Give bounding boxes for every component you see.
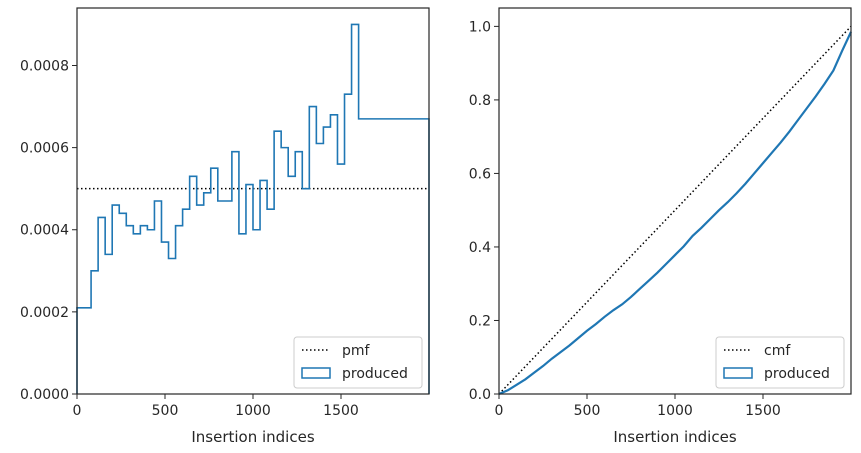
right-x-tick-label: 0 (495, 403, 504, 419)
left-y-tick-label: 0.0004 (20, 223, 69, 239)
right-y-tick-label: 0.4 (469, 240, 491, 256)
left-y-tick-label: 0.0006 (20, 141, 69, 157)
left-x-tick-label: 1500 (323, 403, 359, 419)
left-legend: pmf produced (293, 336, 423, 389)
right-legend: cmf produced (715, 336, 845, 389)
right-y-tick-label: 1.0 (469, 19, 491, 35)
left-legend-pmf-label: pmf (342, 343, 371, 359)
left-y-tick-label: 0.0002 (20, 305, 69, 321)
right-chart-marks (498, 25, 852, 396)
right-y-tick-label: 0.8 (469, 93, 491, 109)
right-x-tick-label: 500 (574, 403, 601, 419)
right-panel: 0 500 1000 1500 0.0 0.2 0.4 0.6 0.8 1.0 Insertion… (469, 7, 852, 446)
right-series-produced (498, 31, 852, 396)
left-y-tick-label: 0.0008 (20, 58, 69, 74)
left-chart-marks (76, 23, 430, 394)
left-axis-ticks: 0 500 1000 1500 0.0000 0.0002 0.0004 0.0006 0.00… (20, 58, 359, 419)
left-legend-produced-swatch (301, 367, 331, 379)
right-x-axis-label: Insertion indices (613, 428, 736, 446)
left-plot-frame (76, 7, 430, 395)
right-axis-ticks: 0 500 1000 1500 0.0 0.2 0.4 0.6 0.8 1.0 (469, 19, 781, 419)
left-x-axis-label: Insertion indices (191, 428, 314, 446)
left-x-tick-label: 500 (152, 403, 179, 419)
left-x-tick-label: 0 (73, 403, 82, 419)
right-plot-frame (498, 7, 852, 395)
right-y-tick-label: 0.6 (469, 166, 491, 182)
right-legend-produced-label: produced (764, 366, 830, 382)
left-panel: 0 500 1000 1500 0.0000 0.0002 0.0004 0.0006 0.00… (20, 7, 430, 446)
left-legend-produced-label: produced (342, 366, 408, 382)
right-y-tick-label: 0.2 (469, 313, 491, 329)
right-legend-cmf-label: cmf (764, 343, 791, 359)
left-series-produced (76, 23, 430, 394)
right-y-tick-label: 0.0 (469, 387, 491, 403)
right-x-tick-label: 1000 (657, 403, 693, 419)
left-y-tick-label: 0.0000 (20, 387, 69, 403)
right-series-cmf (498, 25, 852, 395)
right-x-tick-label: 1500 (745, 403, 781, 419)
left-x-tick-label: 1000 (235, 403, 271, 419)
right-legend-produced-swatch (723, 367, 753, 379)
right-plot-background (499, 8, 851, 394)
